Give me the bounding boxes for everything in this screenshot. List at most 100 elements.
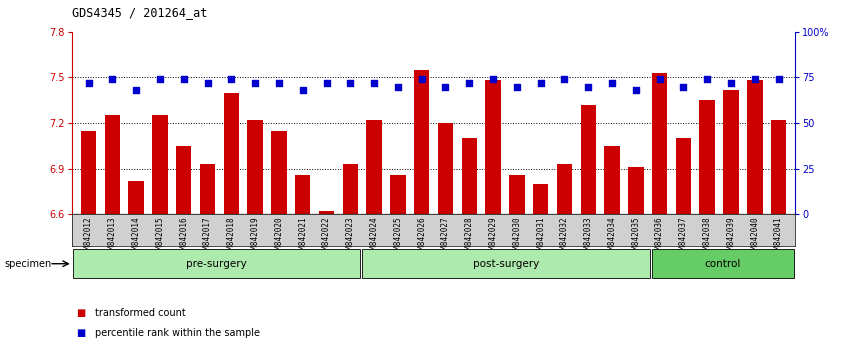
Bar	[437, 123, 453, 214]
Bar	[486, 80, 501, 214]
Point	[605, 80, 618, 86]
Text: control: control	[705, 259, 741, 269]
Text: GSM842016: GSM842016	[179, 217, 189, 258]
Text: ■: ■	[76, 328, 85, 338]
Bar	[343, 164, 358, 214]
Bar	[414, 70, 430, 214]
Text: post-surgery: post-surgery	[473, 259, 539, 269]
Text: GSM842013: GSM842013	[107, 217, 117, 258]
Point	[415, 76, 428, 82]
Text: pre-surgery: pre-surgery	[186, 259, 247, 269]
Text: GSM842039: GSM842039	[727, 217, 735, 258]
Point	[486, 76, 500, 82]
Bar	[390, 175, 405, 214]
Bar	[462, 138, 477, 214]
Text: GSM842018: GSM842018	[227, 217, 236, 258]
Text: GSM842021: GSM842021	[298, 217, 307, 258]
Text: GSM842034: GSM842034	[607, 217, 617, 258]
Bar	[295, 175, 310, 214]
Bar	[223, 93, 239, 214]
Bar	[129, 181, 144, 214]
Point	[534, 80, 547, 86]
Point	[581, 84, 595, 89]
Text: GSM842041: GSM842041	[774, 217, 783, 258]
Text: specimen: specimen	[4, 259, 52, 269]
Point	[629, 87, 643, 93]
Bar	[152, 115, 168, 214]
Point	[748, 76, 761, 82]
Bar	[557, 164, 572, 214]
Point	[772, 76, 785, 82]
Point	[439, 84, 453, 89]
Bar	[628, 167, 644, 214]
Bar	[81, 131, 96, 214]
Text: GSM842022: GSM842022	[322, 217, 331, 258]
Point	[320, 80, 333, 86]
Point	[224, 76, 238, 82]
Text: GSM842033: GSM842033	[584, 217, 593, 258]
Text: GSM842035: GSM842035	[631, 217, 640, 258]
Text: GSM842036: GSM842036	[655, 217, 664, 258]
Bar	[73, 249, 360, 278]
Text: GSM842017: GSM842017	[203, 217, 212, 258]
Text: GSM842028: GSM842028	[464, 217, 474, 258]
Text: ■: ■	[76, 308, 85, 318]
Bar	[604, 146, 620, 214]
Bar	[771, 120, 786, 214]
Point	[510, 84, 524, 89]
Bar	[319, 211, 334, 214]
Point	[106, 76, 119, 82]
Text: GSM842029: GSM842029	[488, 217, 497, 258]
Text: transformed count: transformed count	[95, 308, 185, 318]
Bar	[700, 100, 715, 214]
Text: GSM842024: GSM842024	[370, 217, 379, 258]
Point	[463, 80, 476, 86]
Point	[272, 80, 286, 86]
Text: GSM842027: GSM842027	[441, 217, 450, 258]
Point	[391, 84, 404, 89]
Text: GSM842014: GSM842014	[132, 217, 140, 258]
Bar	[105, 115, 120, 214]
Point	[367, 80, 381, 86]
Text: GSM842040: GSM842040	[750, 217, 760, 258]
Bar	[747, 80, 762, 214]
Bar	[651, 249, 794, 278]
Bar	[533, 184, 548, 214]
Bar	[247, 120, 263, 214]
Point	[653, 76, 667, 82]
Text: GSM842023: GSM842023	[346, 217, 354, 258]
Text: GSM842019: GSM842019	[250, 217, 260, 258]
Bar	[676, 138, 691, 214]
Bar	[723, 90, 739, 214]
Point	[249, 80, 262, 86]
Point	[343, 80, 357, 86]
Point	[700, 76, 714, 82]
Point	[201, 80, 214, 86]
Bar	[362, 249, 650, 278]
Text: percentile rank within the sample: percentile rank within the sample	[95, 328, 260, 338]
Point	[129, 87, 143, 93]
Text: GSM842037: GSM842037	[678, 217, 688, 258]
Text: GSM842012: GSM842012	[84, 217, 93, 258]
Point	[558, 76, 571, 82]
Text: GSM842038: GSM842038	[703, 217, 711, 258]
Point	[153, 76, 167, 82]
Text: GDS4345 / 201264_at: GDS4345 / 201264_at	[72, 6, 207, 19]
Bar	[580, 105, 596, 214]
Bar	[200, 164, 215, 214]
Bar	[652, 73, 667, 214]
Text: GSM842020: GSM842020	[274, 217, 283, 258]
Text: GSM842030: GSM842030	[513, 217, 521, 258]
Text: GSM842026: GSM842026	[417, 217, 426, 258]
Text: GSM842025: GSM842025	[393, 217, 403, 258]
Text: GSM842032: GSM842032	[560, 217, 569, 258]
Point	[82, 80, 96, 86]
Bar	[272, 131, 287, 214]
Bar	[176, 146, 191, 214]
Bar	[366, 120, 382, 214]
Point	[677, 84, 690, 89]
Bar	[509, 175, 525, 214]
Text: GSM842031: GSM842031	[536, 217, 545, 258]
Text: GSM842015: GSM842015	[156, 217, 164, 258]
Point	[296, 87, 310, 93]
